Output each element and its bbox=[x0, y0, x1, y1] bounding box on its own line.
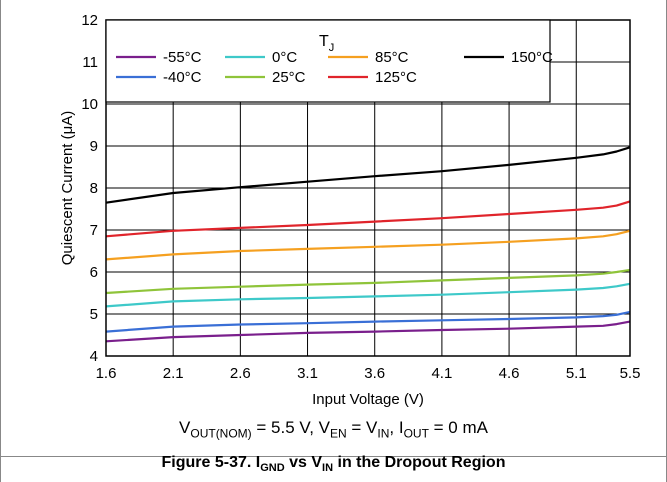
legend-label: 25°C bbox=[272, 69, 306, 86]
series-line-2 bbox=[105, 282, 631, 308]
cond-i-sub: OUT bbox=[403, 426, 429, 441]
y-tick-label: 7 bbox=[90, 222, 98, 239]
legend-title-main: T bbox=[319, 33, 329, 50]
x-tick-label: 5.5 bbox=[620, 365, 641, 382]
y-tick-labels: 4 5 6 7 8 9 10 11 12 bbox=[81, 12, 98, 365]
x-tick-label: 3.6 bbox=[364, 365, 385, 382]
cond-t4: = 0 mA bbox=[428, 418, 488, 437]
legend-title-sub: J bbox=[329, 42, 335, 54]
series-line-3 bbox=[105, 268, 631, 295]
x-tick-label: 1.6 bbox=[96, 365, 117, 382]
x-tick-label: 2.1 bbox=[163, 365, 184, 382]
cond-v2: V bbox=[318, 418, 330, 437]
legend-label: 85°C bbox=[375, 49, 409, 66]
series-line-5 bbox=[105, 200, 631, 238]
series-lines bbox=[105, 146, 631, 343]
legend-items: -55°C 0°C 85°C 150°C -40°C 25°C 125°C bbox=[116, 49, 553, 86]
legend-box bbox=[105, 19, 551, 103]
caption-mid: vs V bbox=[284, 454, 323, 471]
legend-label: -40°C bbox=[163, 69, 202, 86]
y-tick-label: 4 bbox=[90, 348, 98, 365]
y-tick-label: 6 bbox=[90, 264, 98, 281]
x-tick-label: 2.6 bbox=[230, 365, 251, 382]
caption-prefix: Figure 5-37. I bbox=[161, 454, 261, 471]
series-line-0 bbox=[105, 320, 631, 343]
x-tick-label: 4.6 bbox=[499, 365, 520, 382]
caption-sub2: IN bbox=[322, 462, 334, 475]
cond-t3: , bbox=[389, 418, 399, 437]
x-axis-label: Input Voltage (V) bbox=[312, 391, 424, 408]
legend: TJ -55°C 0°C 85°C 150°C -40°C 25°C 125°C bbox=[105, 19, 553, 103]
legend-label: 0°C bbox=[272, 49, 297, 66]
cond-v2-sub: EN bbox=[330, 426, 347, 441]
legend-title: TJ bbox=[319, 33, 334, 54]
cond-t2: = V bbox=[346, 418, 378, 437]
y-tick-label: 11 bbox=[82, 54, 98, 71]
y-tick-label: 12 bbox=[81, 12, 98, 29]
cond-t1: = 5.5 V, bbox=[251, 418, 319, 437]
series-line-6 bbox=[105, 146, 631, 204]
caption-suffix: in the Dropout Region bbox=[333, 454, 506, 471]
figure-caption: Figure 5-37. IGND vs VIN in the Dropout … bbox=[0, 454, 667, 474]
y-axis-label: Quiescent Current (μA) bbox=[59, 111, 76, 266]
legend-label: 150°C bbox=[511, 49, 553, 66]
x-tick-labels: 1.6 2.1 2.6 3.1 3.6 4.1 4.6 5.1 5.5 bbox=[96, 365, 641, 382]
x-tick-label: 3.1 bbox=[297, 365, 318, 382]
x-tick-label: 4.1 bbox=[431, 365, 452, 382]
test-conditions: VOUT(NOM) = 5.5 V, VEN = VIN, IOUT = 0 m… bbox=[0, 418, 667, 440]
series-line-4 bbox=[105, 229, 631, 261]
y-tick-label: 5 bbox=[90, 306, 98, 323]
series-line-1 bbox=[105, 310, 631, 333]
y-tick-label: 10 bbox=[81, 96, 98, 113]
y-tick-label: 9 bbox=[90, 138, 98, 155]
x-tick-label: 5.1 bbox=[566, 365, 587, 382]
cond-v3-sub: IN bbox=[377, 426, 390, 441]
legend-label: -55°C bbox=[163, 49, 202, 66]
y-tick-label: 8 bbox=[90, 180, 98, 197]
legend-label: 125°C bbox=[375, 69, 417, 86]
cond-v: V bbox=[179, 418, 191, 437]
cond-i: I bbox=[398, 418, 404, 437]
cond-v-sub: OUT(NOM) bbox=[190, 426, 252, 441]
caption-sub1: GND bbox=[260, 462, 285, 475]
